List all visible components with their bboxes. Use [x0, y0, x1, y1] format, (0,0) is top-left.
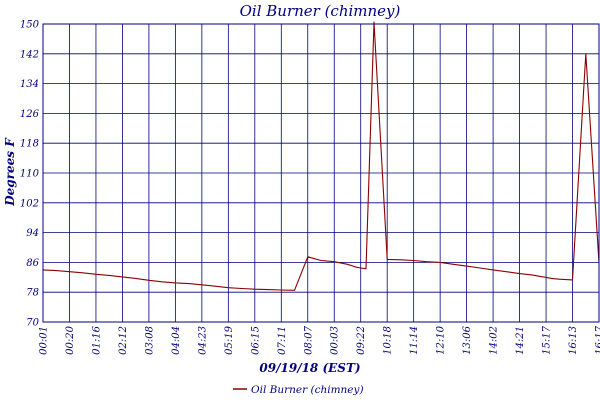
- y-tick-label: 102: [20, 198, 39, 209]
- x-tick-label: 13:06: [462, 325, 473, 354]
- y-axis-ticks: 70 78 86 94 102 110 118 126 134 142 150: [20, 20, 40, 329]
- x-tick-label: 16:13: [568, 326, 579, 355]
- x-axis-ticks: 00:01 00:20 01:16 02:12 03:08 04:04 04:23 05:19…: [39, 325, 600, 354]
- y-tick-label: 150: [20, 20, 40, 31]
- y-axis-label: Degrees F: [3, 137, 17, 207]
- y-tick-label: 70: [26, 318, 39, 329]
- y-tick-label: 134: [20, 79, 39, 90]
- legend: Oil Burner (chimney): [233, 384, 364, 396]
- series-line: [42, 21, 600, 291]
- y-tick-label: 118: [20, 139, 39, 150]
- y-tick-label: 126: [20, 109, 40, 120]
- plot-frame: [42, 23, 600, 323]
- x-tick-label: 09:22: [356, 326, 367, 355]
- x-tick-label: 11:14: [409, 326, 420, 355]
- y-tick-label: 142: [20, 49, 39, 60]
- chart-title: Oil Burner (chimney): [240, 2, 401, 20]
- x-tick-label: 00:01: [39, 326, 50, 355]
- legend-label: Oil Burner (chimney): [251, 384, 364, 396]
- x-tick-label: 12:10: [436, 325, 447, 354]
- x-tick-label: 02:12: [118, 326, 129, 355]
- x-tick-label: 00:03: [330, 326, 341, 355]
- x-tick-label: 05:19: [224, 325, 235, 354]
- series-layer: [42, 21, 600, 291]
- x-tick-label: 16:17: [595, 325, 600, 354]
- x-tick-label: 04:04: [171, 326, 182, 355]
- x-tick-label: 10:18: [383, 326, 394, 355]
- y-tick-label: 86: [26, 258, 39, 269]
- y-tick-label: 94: [26, 228, 39, 239]
- x-axis-label: 09/19/18 (EST): [259, 361, 360, 375]
- x-tick-label: 06:15: [250, 326, 261, 355]
- x-tick-label: 00:20: [65, 325, 76, 354]
- x-tick-label: 15:17: [542, 325, 553, 354]
- x-tick-label: 08:07: [303, 325, 314, 354]
- x-tick-label: 14:21: [515, 326, 526, 355]
- y-tick-label: 110: [20, 169, 40, 180]
- y-tick-label: 78: [26, 288, 39, 299]
- x-tick-label: 03:08: [144, 326, 155, 355]
- x-tick-label: 01:16: [91, 325, 102, 354]
- x-tick-label: 14:02: [489, 326, 500, 355]
- x-tick-label: 07:11: [277, 326, 288, 355]
- x-tick-label: 04:23: [197, 326, 208, 355]
